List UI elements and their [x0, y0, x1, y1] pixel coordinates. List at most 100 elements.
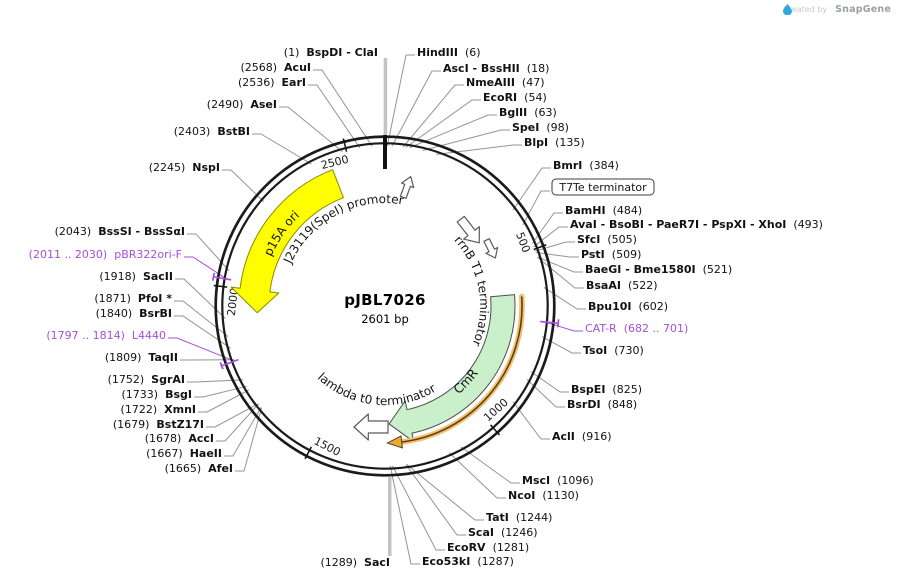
site-label-ecori[interactable]: EcoRI (54)	[483, 91, 547, 104]
site-label-bspdi-clai[interactable]: (1) BspDI - ClaI	[284, 46, 378, 59]
site-label-sacii[interactable]: (1918) SacII	[99, 270, 173, 283]
leader-line	[522, 190, 550, 226]
leader-line	[543, 286, 586, 310]
site-label-saci[interactable]: (1289) SacI	[320, 556, 390, 569]
primer-tick-pbr322ori-f[interactable]	[214, 276, 232, 281]
site-label-sfci[interactable]: SfcI (505)	[577, 233, 637, 246]
site-label-ecorv[interactable]: EcoRV (1281)	[447, 541, 529, 554]
leader-line	[216, 403, 259, 442]
site-label-eco53ki[interactable]: Eco53kI (1287)	[422, 555, 514, 568]
site-label-asei[interactable]: (2490) AseI	[207, 98, 277, 111]
primer-arc-cat-r[interactable]	[556, 319, 560, 328]
site-label-avai-bsobi-paer7i-pspxi-xhoi[interactable]: AvaI - BsoBI - PaeR7I - PspXI - XhoI (493…	[570, 218, 823, 231]
site-label-nspi[interactable]: (2245) NspI	[149, 161, 220, 174]
site-label-afei[interactable]: (1665) AfeI	[165, 462, 233, 475]
site-label-bsrbi[interactable]: (1840) BsrBI	[96, 307, 172, 320]
leader-line	[308, 84, 361, 149]
site-label-pfoi[interactable]: (1871) PfoI *	[94, 292, 172, 305]
plasmid-size: 2601 bp	[361, 312, 409, 326]
bp-tick-label: 1500	[312, 434, 343, 458]
leader-line	[531, 212, 563, 244]
leader-line	[402, 84, 464, 148]
bp-tick	[213, 284, 228, 288]
snapgene-watermark: Created by SnapGene	[783, 4, 891, 15]
leader-line	[530, 371, 569, 393]
site-label-pbr322ori-f[interactable]: (2011 .. 2030) pBR322ori-F	[29, 248, 182, 261]
site-labels: HindIII (6) AscI - BssHII (18)NmeAIII (47) Ec…	[29, 46, 823, 569]
site-label-eari[interactable]: (2536) EarI	[238, 76, 306, 89]
primer-arc-l4440[interactable]	[219, 362, 224, 370]
leader-line	[194, 385, 247, 398]
site-label-bglii[interactable]: BglII (63)	[499, 106, 557, 119]
primer-arc-pbr322ori-f[interactable]	[211, 272, 216, 281]
leader-line	[313, 69, 373, 147]
boxed-label-t7te-terminator[interactable]: T7Te terminator	[558, 181, 647, 194]
lambda-t0-arrow[interactable]	[353, 413, 389, 441]
site-label-blpi[interactable]: BlpI (135)	[524, 136, 585, 149]
leader-line	[535, 241, 575, 252]
leader-line	[187, 379, 244, 383]
site-label-bpu10i[interactable]: Bpu10I (602)	[588, 300, 668, 313]
site-label-bamhi[interactable]: BamHI (484)	[565, 204, 642, 217]
bp-tick-label: 2000	[225, 287, 241, 316]
site-label-baegi-bme1580i[interactable]: BaeGI - Bme1580I (521)	[585, 263, 732, 276]
feature-arrow-p15a-ori[interactable]	[230, 169, 344, 314]
rrnb-terminator-arrow-large[interactable]	[453, 213, 487, 249]
site-label-tsoi[interactable]: TsoI (730)	[583, 344, 644, 357]
features	[230, 169, 525, 449]
t7te-terminator-box[interactable]	[551, 178, 655, 196]
leader-line	[512, 167, 551, 211]
curved-label-lambda-t0-terminator[interactable]: lambda t0 terminator	[315, 370, 438, 408]
site-label-haeii[interactable]: (1667) HaeII	[146, 447, 222, 460]
leader-line	[235, 407, 263, 472]
j23119-promoter-arrow[interactable]	[397, 174, 417, 199]
bp-tick	[304, 446, 312, 460]
site-label-psti[interactable]: PstI (509)	[581, 248, 641, 261]
site-label-bsssi-bsss-i[interactable]: (2043) BssSI - BssSαI	[55, 225, 185, 238]
leader-line	[224, 407, 262, 457]
site-label-taqii[interactable]: (1809) TaqII	[105, 351, 178, 364]
bp-tick	[489, 424, 501, 436]
site-label-l4440[interactable]: (1797 .. 1814) L4440	[46, 329, 166, 342]
site-label-acui[interactable]: (2568) AcuI	[240, 61, 311, 74]
site-label-bsaai[interactable]: BsaAI (522)	[586, 279, 658, 292]
site-label-acli[interactable]: AclI (916)	[552, 430, 612, 443]
orf-arc[interactable]	[401, 296, 523, 443]
feature-arrow-cmr[interactable]	[388, 294, 516, 443]
site-label-nmeaiii[interactable]: NmeAIII (47)	[466, 76, 545, 89]
leader-line	[198, 389, 250, 413]
site-label-bmri[interactable]: BmrI (384)	[553, 159, 619, 172]
leader-line	[168, 337, 235, 362]
site-label-bsgi[interactable]: (1733) BsgI	[122, 388, 192, 401]
site-label-ncoi[interactable]: NcoI (1130)	[508, 489, 579, 502]
site-label-sgrai[interactable]: (1752) SgrAI	[108, 373, 185, 386]
site-label-spei[interactable]: SpeI (98)	[512, 121, 569, 134]
site-label-bstz17i[interactable]: (1679) BstZ17I	[113, 418, 204, 431]
site-label-bstbi[interactable]: (2403) BstBI	[174, 125, 250, 138]
site-label-cat-r[interactable]: CAT-R (682 .. 701)	[585, 322, 688, 335]
leader-line	[405, 99, 481, 148]
leader-line	[392, 465, 445, 551]
rrnb-terminator-arrow-small[interactable]	[481, 237, 501, 261]
primer-tick-l4440[interactable]	[222, 358, 239, 367]
site-label-acci[interactable]: (1678) AccI	[145, 432, 214, 445]
site-label-bspei[interactable]: BspEI (825)	[571, 383, 642, 396]
site-label-hindiii[interactable]: HindIII (6)	[417, 46, 481, 59]
site-label-asci-bsshii[interactable]: AscI - BssHII (18)	[443, 62, 549, 75]
site-label-scai[interactable]: ScaI (1246)	[468, 526, 538, 539]
leader-line	[175, 278, 226, 319]
orf-arrowhead	[386, 435, 404, 449]
site-label-bsrdi[interactable]: BsrDI (848)	[567, 398, 637, 411]
site-label-xmni[interactable]: (1722) XmnI	[121, 403, 196, 416]
leader-line	[187, 233, 230, 271]
bp-tick	[533, 244, 547, 251]
leader-line	[535, 252, 579, 258]
leader-line	[174, 300, 229, 337]
site-label-msci[interactable]: MscI (1096)	[522, 474, 594, 487]
leader-line	[448, 452, 506, 499]
leader-line	[436, 144, 522, 155]
site-label-tati[interactable]: TatI (1244)	[486, 511, 552, 524]
primer-tick-cat-r[interactable]	[540, 320, 558, 325]
